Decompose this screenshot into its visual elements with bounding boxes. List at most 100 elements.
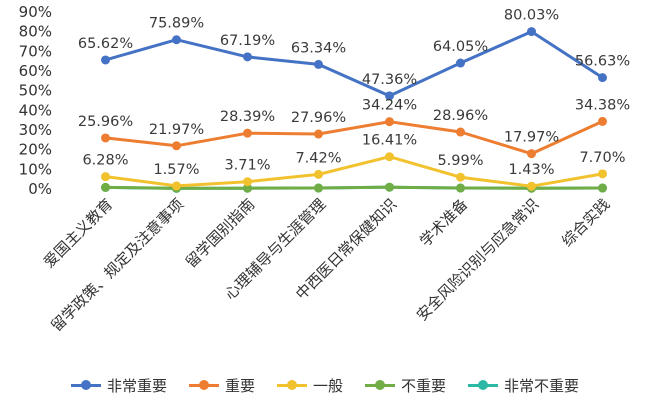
data-point xyxy=(385,117,394,127)
data-point xyxy=(101,182,110,192)
legend-swatch xyxy=(188,378,219,392)
x-category-label: 综合实践 xyxy=(558,195,613,250)
data-point xyxy=(598,73,607,83)
y-tick-label: 40% xyxy=(19,101,52,119)
data-label: 1.43% xyxy=(508,162,554,178)
data-label: 27.96% xyxy=(291,110,346,126)
series-line xyxy=(105,30,604,98)
y-tick-label: 80% xyxy=(19,23,52,41)
data-point xyxy=(598,116,607,126)
legend-swatch-dot xyxy=(80,380,91,390)
y-tick-label: 90% xyxy=(19,3,52,21)
data-point xyxy=(456,183,465,193)
legend-label: 一般 xyxy=(312,376,343,395)
legend-swatch xyxy=(70,378,101,392)
data-label: 64.05% xyxy=(433,39,488,55)
data-label: 25.96% xyxy=(78,114,133,130)
legend-label: 不重要 xyxy=(401,376,447,395)
data-label: 34.38% xyxy=(575,97,630,113)
legend-item: 不重要 xyxy=(365,375,446,396)
legend-label: 重要 xyxy=(224,376,255,395)
data-label: 6.28% xyxy=(82,153,128,169)
data-point xyxy=(598,183,607,193)
data-point xyxy=(527,27,536,37)
series-line xyxy=(105,120,604,156)
data-point xyxy=(243,177,252,187)
data-point xyxy=(101,133,110,143)
data-label: 63.34% xyxy=(291,40,346,56)
x-category-label: 安全风险识别与应急常识 xyxy=(413,195,542,324)
data-point xyxy=(456,58,465,68)
data-label: 65.62% xyxy=(78,36,133,52)
legend-swatch-dot xyxy=(375,380,385,390)
data-label: 34.24% xyxy=(362,98,417,114)
y-tick-label: 50% xyxy=(19,82,52,100)
x-axis: 爱国主义教育留学政策、规定及注意事项留学国别指南心理辅导与生涯管理中西医日常保健… xyxy=(40,195,613,335)
data-point xyxy=(314,59,323,69)
x-category-label: 学术准备 xyxy=(416,195,471,250)
y-tick-label: 60% xyxy=(19,62,52,80)
legend: 非常重要 重要 一般 不重要 非常不重要 xyxy=(0,372,650,398)
data-point xyxy=(314,129,323,139)
legend-swatch-dot xyxy=(198,380,209,390)
data-label: 7.70% xyxy=(579,150,625,166)
x-category-label: 留学国别指南 xyxy=(182,195,258,271)
legend-item: 非常不重要 xyxy=(468,375,579,396)
y-tick-label: 20% xyxy=(19,141,52,159)
data-label: 21.97% xyxy=(149,122,204,138)
y-axis: 0% 10%20% 30% 40%50% 60% 70%80% 90% xyxy=(19,3,52,198)
y-tick-label: 0% xyxy=(28,180,52,198)
y-tick-label: 10% xyxy=(19,160,52,178)
data-point xyxy=(172,35,181,45)
series-line xyxy=(105,185,603,190)
data-label: 80.03% xyxy=(504,8,559,24)
data-point xyxy=(385,91,394,101)
legend-item: 非常重要 xyxy=(70,375,167,396)
y-tick-label: 30% xyxy=(19,121,52,139)
data-label: 67.19% xyxy=(220,33,275,49)
legend-item: 一般 xyxy=(276,375,343,396)
x-category-label: 留学政策、规定及注意事项 xyxy=(47,195,187,335)
series-line xyxy=(105,155,603,188)
x-category-label: 爱国主义教育 xyxy=(40,195,116,271)
data-label: 28.39% xyxy=(220,109,275,125)
data-point xyxy=(243,183,252,193)
data-label: 47.36% xyxy=(362,72,417,88)
legend-swatch xyxy=(365,378,395,392)
data-label: 5.99% xyxy=(437,153,483,169)
legend-label: 非常不重要 xyxy=(504,376,580,395)
legend-swatch xyxy=(468,378,499,392)
legend-swatch-dot xyxy=(478,380,489,390)
data-label: 28.96% xyxy=(433,108,488,124)
data-point xyxy=(527,181,536,191)
data-label: 7.42% xyxy=(295,150,341,166)
series-lines xyxy=(101,27,607,193)
data-point xyxy=(243,52,252,62)
data-labels: 65.62% 75.89% 67.19% 63.34% 47.36% 64.05% 80.0… xyxy=(78,8,630,179)
data-point xyxy=(101,172,110,182)
data-point xyxy=(243,128,252,138)
data-point xyxy=(527,149,536,159)
data-point xyxy=(101,55,110,65)
data-label: 17.97% xyxy=(504,130,559,146)
data-point xyxy=(598,169,607,179)
data-point xyxy=(314,169,323,179)
data-label: 16.41% xyxy=(362,133,417,149)
data-point xyxy=(172,141,181,151)
data-label: 1.57% xyxy=(153,162,199,178)
data-point xyxy=(385,152,394,162)
data-label: 75.89% xyxy=(149,16,204,32)
data-label: 3.71% xyxy=(224,158,270,174)
data-point xyxy=(314,183,323,193)
legend-item: 重要 xyxy=(188,375,255,396)
y-tick-label: 70% xyxy=(19,42,52,60)
data-label: 56.63% xyxy=(575,54,630,70)
data-point xyxy=(456,172,465,182)
legend-swatch xyxy=(276,378,307,392)
legend-label: 非常重要 xyxy=(106,376,167,395)
data-point xyxy=(456,127,465,137)
legend-swatch-dot xyxy=(286,380,297,390)
data-point xyxy=(385,182,394,192)
data-point xyxy=(172,181,181,191)
